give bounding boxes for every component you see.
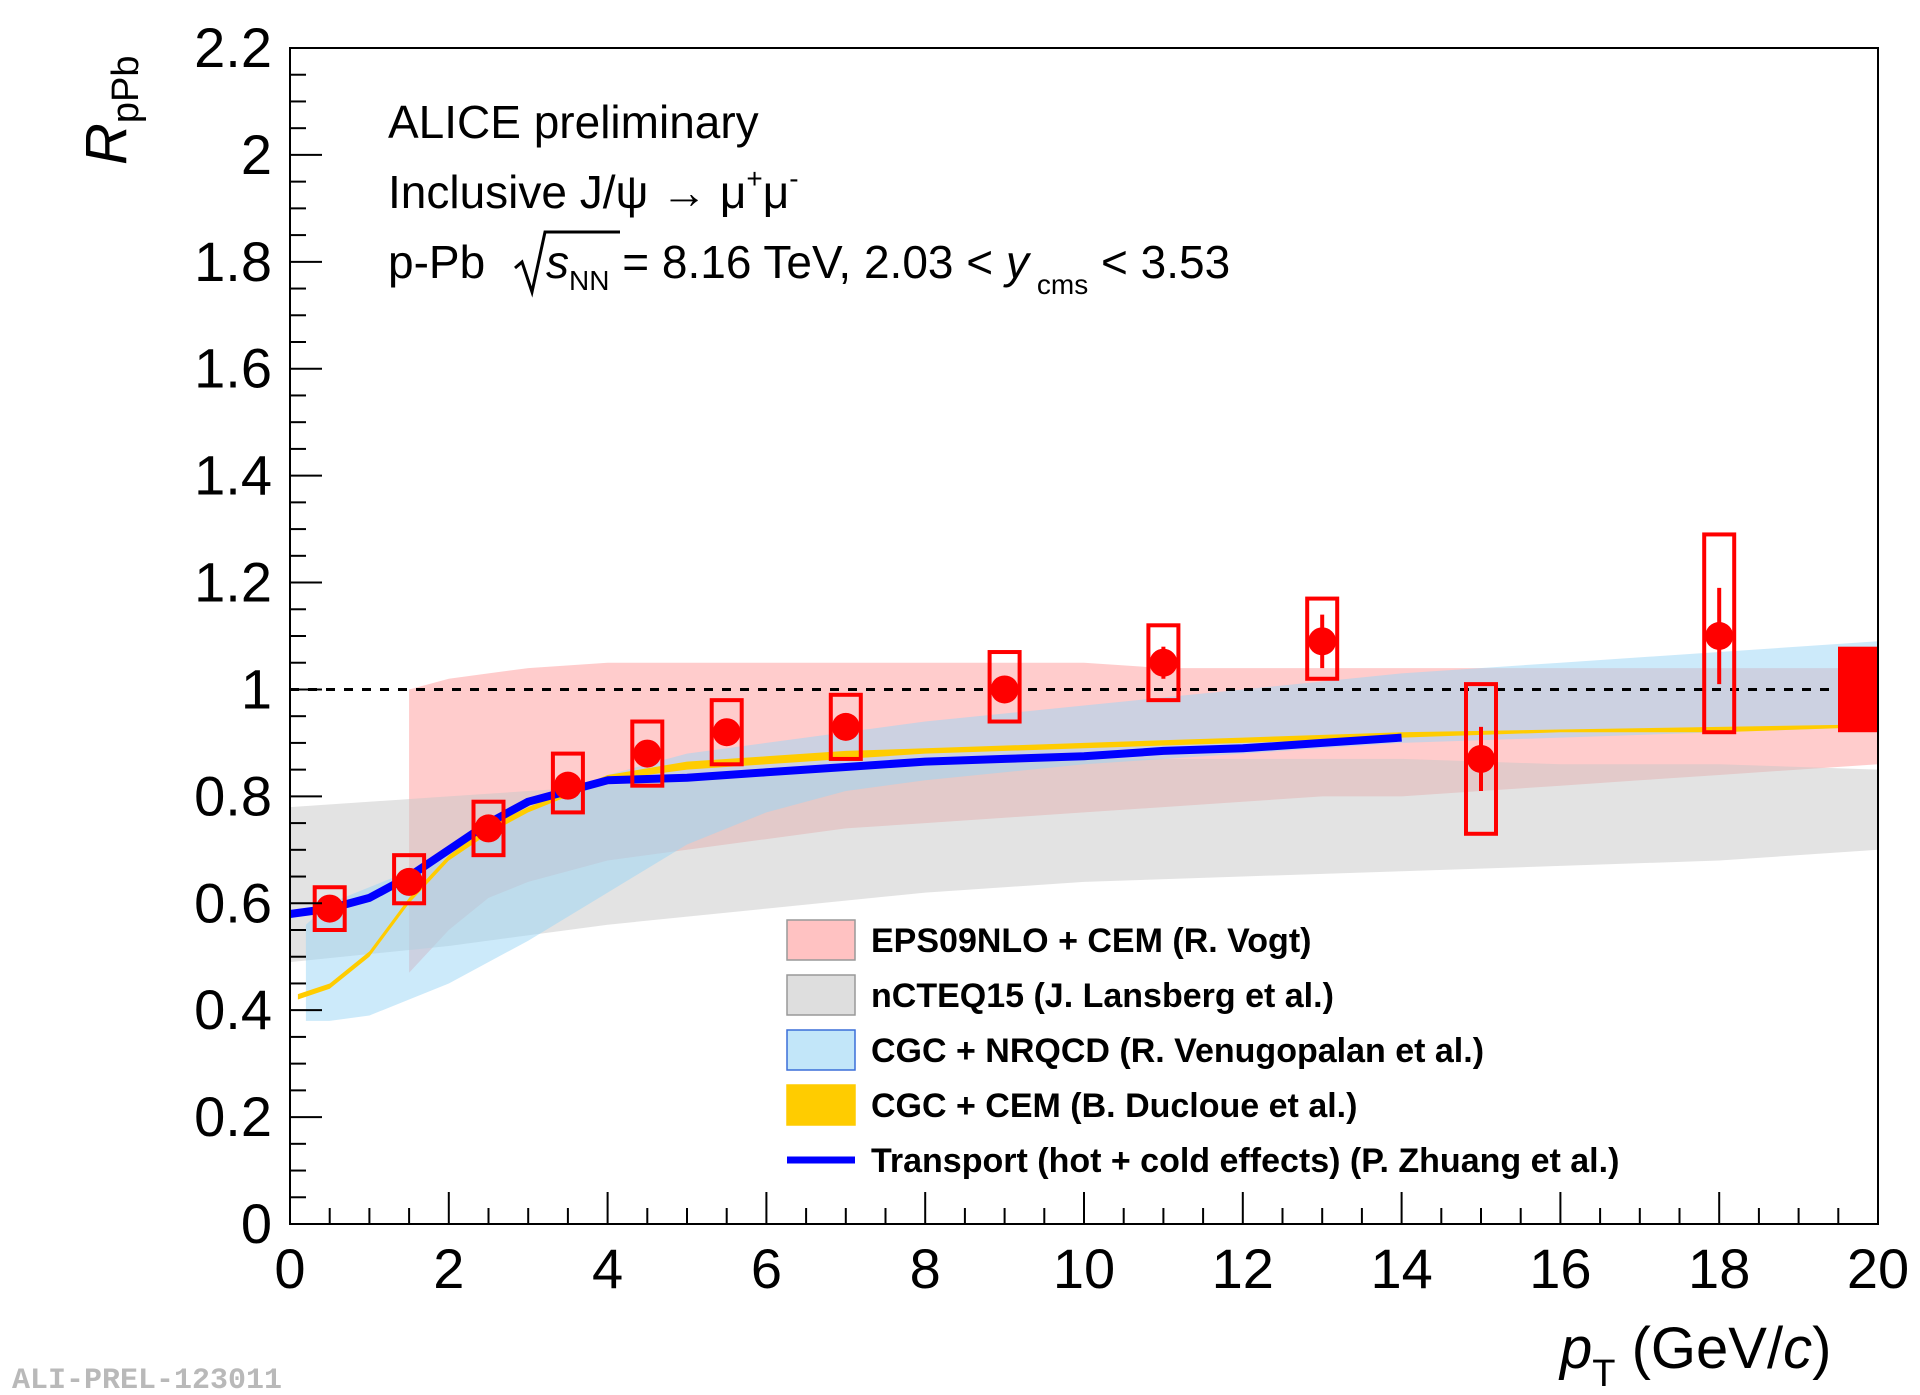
legend: EPS09NLO + CEM (R. Vogt) nCTEQ15 (J. Lans… (786, 919, 1619, 1180)
data-point-marker (831, 712, 860, 741)
data-point-sys-box (987, 650, 1022, 724)
data-point (1146, 623, 1181, 703)
data-point-marker (315, 894, 344, 923)
legend-swatch (786, 974, 856, 1016)
x-tick-label: 0 (274, 1237, 305, 1300)
data-point-sys-box (471, 799, 506, 858)
x-tick-label: 12 (1212, 1237, 1274, 1300)
data-point (828, 692, 863, 761)
data-point-marker (1467, 744, 1495, 773)
legend-label: CGC + NRQCD (R. Venugopalan et al.) (871, 1032, 1484, 1070)
legend-swatch (786, 1084, 856, 1126)
y-axis-title: RpPb (74, 55, 147, 165)
x-tick-label: 2 (433, 1237, 464, 1300)
legend-swatch (786, 1029, 856, 1071)
legend-entry: CGC + NRQCD (R. Venugopalan et al.) (786, 1029, 1484, 1071)
data-point-sys-box (709, 698, 744, 767)
data-point-marker (1308, 627, 1337, 656)
data-point (312, 885, 347, 933)
data-point-sys-box (1305, 596, 1340, 681)
x-tick-label: 4 (592, 1237, 623, 1300)
data-point-marker (1149, 648, 1178, 677)
legend-entry: CGC + CEM (B. Ducloue et al.) (786, 1084, 1357, 1126)
x-axis-title: pT (GeV/c) (1558, 1316, 1831, 1395)
data-point-marker (633, 739, 662, 768)
model-band-0 (409, 662, 1879, 973)
legend-label: CGC + CEM (B. Ducloue et al.) (871, 1087, 1357, 1125)
annotation-experiment: ALICE preliminary (388, 96, 759, 148)
x-tick-label: 8 (910, 1237, 941, 1300)
global-uncertainty-box (1838, 646, 1878, 733)
data-point-sys-box (312, 885, 347, 933)
data-point-sys-box (1464, 682, 1498, 836)
data-point (471, 799, 506, 858)
y-tick-label: 0.6 (194, 871, 272, 934)
data-point (1305, 596, 1340, 681)
y-tick-label: 2 (241, 123, 272, 186)
model-bands (290, 641, 1879, 1021)
data-point-marker (553, 771, 582, 800)
data-point-sys-box (1146, 623, 1181, 703)
legend-swatch (786, 919, 856, 961)
data-point-marker (474, 814, 503, 843)
y-tick-label: 1.8 (194, 230, 272, 293)
sqrt-sign-icon (514, 230, 620, 298)
legend-label: EPS09NLO + CEM (R. Vogt) (871, 922, 1311, 960)
data-point (1464, 682, 1498, 836)
data-point-marker (712, 718, 741, 747)
y-tick-label: 1.2 (194, 551, 272, 614)
y-tick-label: 0.2 (194, 1085, 272, 1148)
data-points (312, 532, 1737, 933)
annotation-channel: Inclusive J/ψ → μ+μ- (388, 163, 799, 218)
annotation-system: p-Pb sNN = 8.16 TeV, 2.03 < y cms < 3.53 (388, 230, 1230, 300)
data-point (630, 719, 665, 788)
axes: 0 0.2 0.4 0.6 0.8 1 1.2 1.4 1.6 1.8 2 2.2 0 2 4 6 8 10 12 1… (194, 16, 1909, 1300)
data-point-sys-box (1702, 532, 1737, 735)
x-tick-label: 18 (1688, 1237, 1750, 1300)
legend-entry: EPS09NLO + CEM (R. Vogt) (786, 919, 1311, 961)
watermark-label: ALI-PREL-123011 (12, 1364, 282, 1395)
x-tick-label: 10 (1053, 1237, 1115, 1300)
legend-entry: nCTEQ15 (J. Lansberg et al.) (786, 974, 1334, 1016)
legend-label: Transport (hot + cold effects) (P. Zhuan… (871, 1142, 1619, 1180)
y-tick-label: 1 (241, 657, 272, 720)
data-point-sys-box (550, 751, 585, 815)
y-tick-label: 1.4 (194, 444, 272, 507)
legend-label: nCTEQ15 (J. Lansberg et al.) (871, 977, 1334, 1015)
y-tick-label: 1.6 (194, 337, 272, 400)
data-point (550, 751, 585, 815)
x-tick-label: 16 (1529, 1237, 1591, 1300)
data-point (709, 698, 744, 767)
x-tick-label: 20 (1847, 1237, 1909, 1300)
model-band-2 (305, 641, 1878, 1021)
data-point-marker (395, 867, 424, 896)
data-point-sys-box (392, 853, 427, 906)
data-point (987, 650, 1022, 724)
data-point-sys-box (630, 719, 665, 788)
legend-entry: Transport (hot + cold effects) (P. Zhuan… (787, 1142, 1619, 1180)
data-point-sys-box (828, 692, 863, 761)
svg-text:p-Pb: p-Pb (388, 236, 485, 288)
data-point-marker (990, 675, 1019, 704)
x-tick-label: 14 (1370, 1237, 1432, 1300)
data-point (1702, 532, 1737, 735)
y-tick-label: 0 (241, 1192, 272, 1255)
y-tick-label: 2.2 (194, 16, 272, 79)
data-point (392, 853, 427, 906)
y-tick-label: 0.8 (194, 764, 272, 827)
y-tick-label: 0.4 (194, 978, 272, 1041)
x-tick-label: 6 (751, 1237, 782, 1300)
data-point-marker (1705, 622, 1734, 650)
